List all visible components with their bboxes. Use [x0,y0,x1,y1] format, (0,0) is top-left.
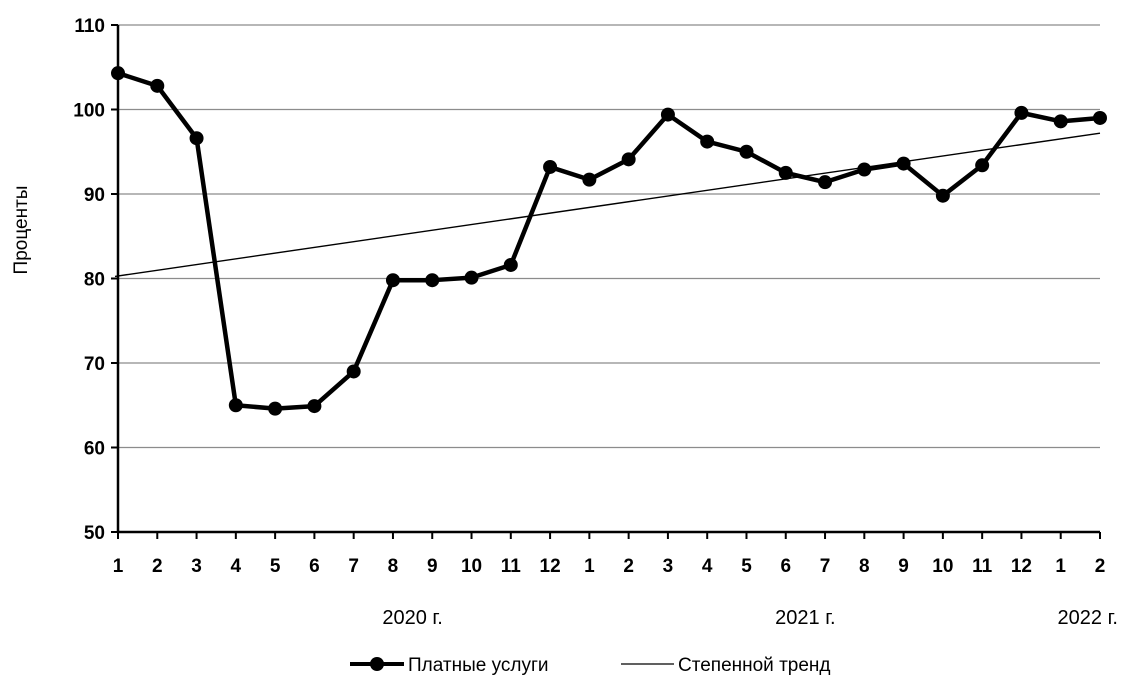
x-tick-label: 8 [388,556,399,577]
year-labels: 2020 г. 2021 г. 2022 г. [382,607,1118,629]
data-point [346,364,361,379]
x-tick-label: 1 [1055,556,1066,577]
data-point [385,273,400,288]
data-point [778,165,793,180]
x-tick-label: 11 [501,556,522,577]
year-label: 2020 г. [382,607,442,629]
data-point [150,78,165,93]
x-tick-label: 10 [461,556,482,577]
x-tick-label: 4 [231,556,242,577]
data-point [503,257,518,272]
data-point [464,270,479,285]
data-point [896,156,911,171]
legend-main-marker [370,657,384,671]
data-point [739,144,754,159]
x-tick-label: 10 [932,556,953,577]
x-tick-label: 11 [972,556,993,577]
trend-series [114,132,1101,278]
x-tick-label: 6 [780,556,791,577]
x-tick-label: 8 [859,556,870,577]
x-tick-label: 2 [623,556,634,577]
main-series [111,66,1107,416]
year-label: 2022 г. [1058,607,1118,629]
x-tick-label: 1 [584,556,595,577]
legend-main-label: Платные услуги [408,655,549,676]
y-tick-labels: 50 60 70 80 90 100 110 [73,16,105,544]
x-tick-label: 7 [348,556,359,577]
y-tick-label: 90 [84,185,105,206]
y-tick-label: 110 [74,16,105,37]
x-tick-label: 4 [702,556,713,577]
legend-trend-label: Степенной тренд [678,655,831,676]
axes [111,24,1101,539]
data-point [582,172,597,187]
x-tick-label: 12 [540,556,561,577]
y-tick-label: 80 [84,270,105,291]
trend-line [114,132,1101,278]
data-point [543,159,558,174]
data-point [935,188,950,203]
y-tick-label: 70 [84,354,105,375]
data-point [268,401,283,416]
x-tick-label: 5 [270,556,281,577]
grid-lines [118,24,1100,449]
year-label: 2021 г. [775,607,835,629]
y-tick-label: 50 [84,523,105,544]
x-tick-labels: 1 2 3 4 5 6 7 8 9 10 11 12 1 2 3 4 5 6 7 8 9 10 11 12 1 2 [113,556,1106,577]
x-tick-label: 2 [1095,556,1106,577]
x-tick-label: 7 [820,556,831,577]
x-tick-label: 3 [191,556,202,577]
data-point [425,273,440,288]
data-point [228,398,243,413]
data-point [700,134,715,149]
x-tick-label: 9 [898,556,909,577]
x-tick-label: 9 [427,556,438,577]
data-point [1093,110,1107,125]
legend: Платные услуги Степенной тренд [350,655,831,676]
data-point [818,175,833,190]
data-point [857,162,872,177]
y-tick-label: 60 [84,439,105,460]
y-axis-title: Проценты [11,186,32,275]
series-line [117,71,1101,411]
x-tick-label: 6 [309,556,320,577]
data-point [1053,114,1068,129]
data-point [975,158,990,173]
data-point [621,152,636,167]
x-tick-label: 5 [741,556,752,577]
x-tick-label: 3 [663,556,674,577]
x-tick-label: 2 [152,556,163,577]
data-point [189,131,204,146]
data-point [660,107,675,122]
data-point [1014,105,1029,120]
data-point [111,66,125,81]
y-tick-label: 100 [73,101,105,122]
x-tick-label: 12 [1011,556,1032,577]
x-tick-label: 1 [113,556,124,577]
data-point [307,399,322,414]
